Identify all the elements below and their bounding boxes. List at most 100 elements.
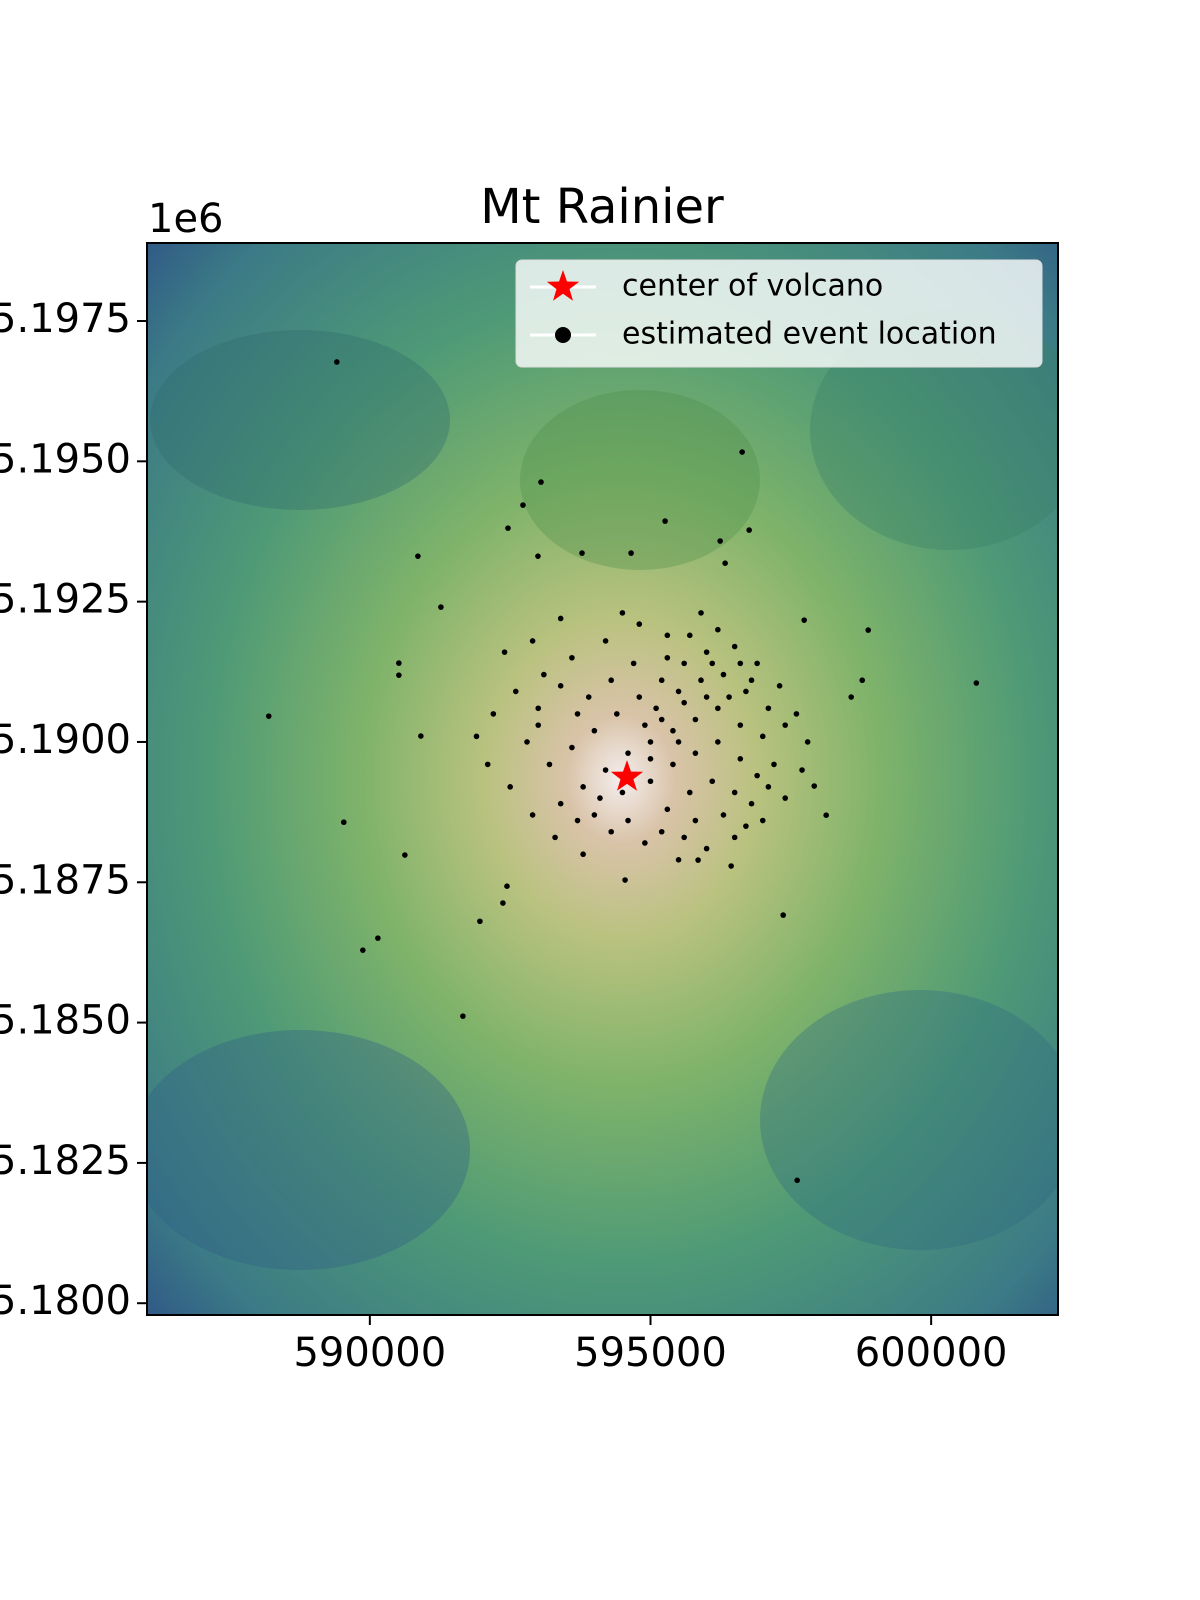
event-point [552,834,558,841]
event-point [504,883,510,889]
event-point [653,705,659,712]
event-point [541,671,547,678]
event-point [720,671,727,678]
event-point [658,828,665,835]
event-point [748,800,755,807]
y-tick-label: 5.1925 [0,577,131,623]
event-point [765,784,772,790]
event-point [608,828,615,835]
event-point [524,739,530,745]
event-point [647,778,654,785]
event-point [585,694,592,700]
event-point [743,688,749,695]
event-point [759,817,766,824]
event-point [334,359,340,365]
event-point [799,767,805,773]
event-point [619,789,626,796]
event-point [717,538,723,544]
event-point [726,694,732,700]
event-point [865,627,872,633]
y-tick-label: 5.1800 [0,1278,131,1324]
event-point [574,711,581,717]
event-point [703,845,710,852]
event-point [630,660,637,667]
event-point [602,638,609,644]
event-point [535,705,542,712]
event-point [703,694,710,700]
event-point [664,806,671,813]
event-point [529,638,536,644]
event-point [794,1177,800,1184]
event-point [801,617,807,623]
y-tick-label: 5.1850 [0,998,131,1044]
event-point [360,947,366,953]
event-point [557,800,564,807]
event-point [460,1013,466,1019]
legend-marker [546,270,580,301]
event-point [737,722,744,728]
event-point [804,739,811,745]
event-point [512,688,519,695]
event-point [569,744,575,751]
event-point [720,812,727,818]
event-point [731,643,738,650]
event-point [709,660,716,667]
event-point [709,778,716,785]
event-point [538,479,544,485]
event-point [500,900,506,906]
event-point [636,621,643,627]
event-point [396,672,402,678]
event-point [608,677,615,684]
event-point [375,935,381,941]
event-point [686,789,693,796]
event-point [628,550,634,556]
event-point [625,750,631,756]
event-point [597,795,603,801]
event-point [748,677,755,684]
chart-title: Mt Rainier [480,179,724,235]
axes-frame [146,242,1059,1316]
event-point [692,750,699,756]
event-point [780,912,786,918]
event-point [715,739,721,745]
legend-label: estimated event location [622,317,997,352]
event-point [715,705,721,712]
event-point [675,857,682,863]
event-point [782,795,789,801]
x-tick-label: 595000 [574,1330,727,1376]
event-point [728,863,734,869]
event-point [647,755,654,762]
x-tick-label: 590000 [293,1330,446,1376]
y-offset-label: 1e6 [148,196,224,242]
legend-label: center of volcano [622,269,883,304]
event-point [614,711,620,717]
event-point [848,694,855,700]
event-point [505,525,511,531]
event-point [438,604,444,610]
event-point [642,722,648,728]
event-point [642,840,648,846]
event-point [765,705,772,712]
event-point [681,660,687,667]
event-point [754,772,760,779]
event-point [771,761,777,768]
x-tick-label: 600000 [855,1330,1008,1376]
event-point [698,610,704,616]
event-point [776,683,783,689]
event-point [664,632,671,639]
event-point [759,733,766,740]
event-point [647,739,654,745]
event-point [754,660,760,667]
terrain-texture [147,310,1058,1270]
legend-box [515,259,1043,368]
event-point [675,739,682,745]
event-point [415,553,421,559]
event-point [574,817,581,824]
event-point [739,449,745,455]
event-point [402,852,408,858]
event-point [743,823,749,829]
event-point [973,680,980,686]
event-point [418,733,424,739]
event-point [681,699,687,706]
